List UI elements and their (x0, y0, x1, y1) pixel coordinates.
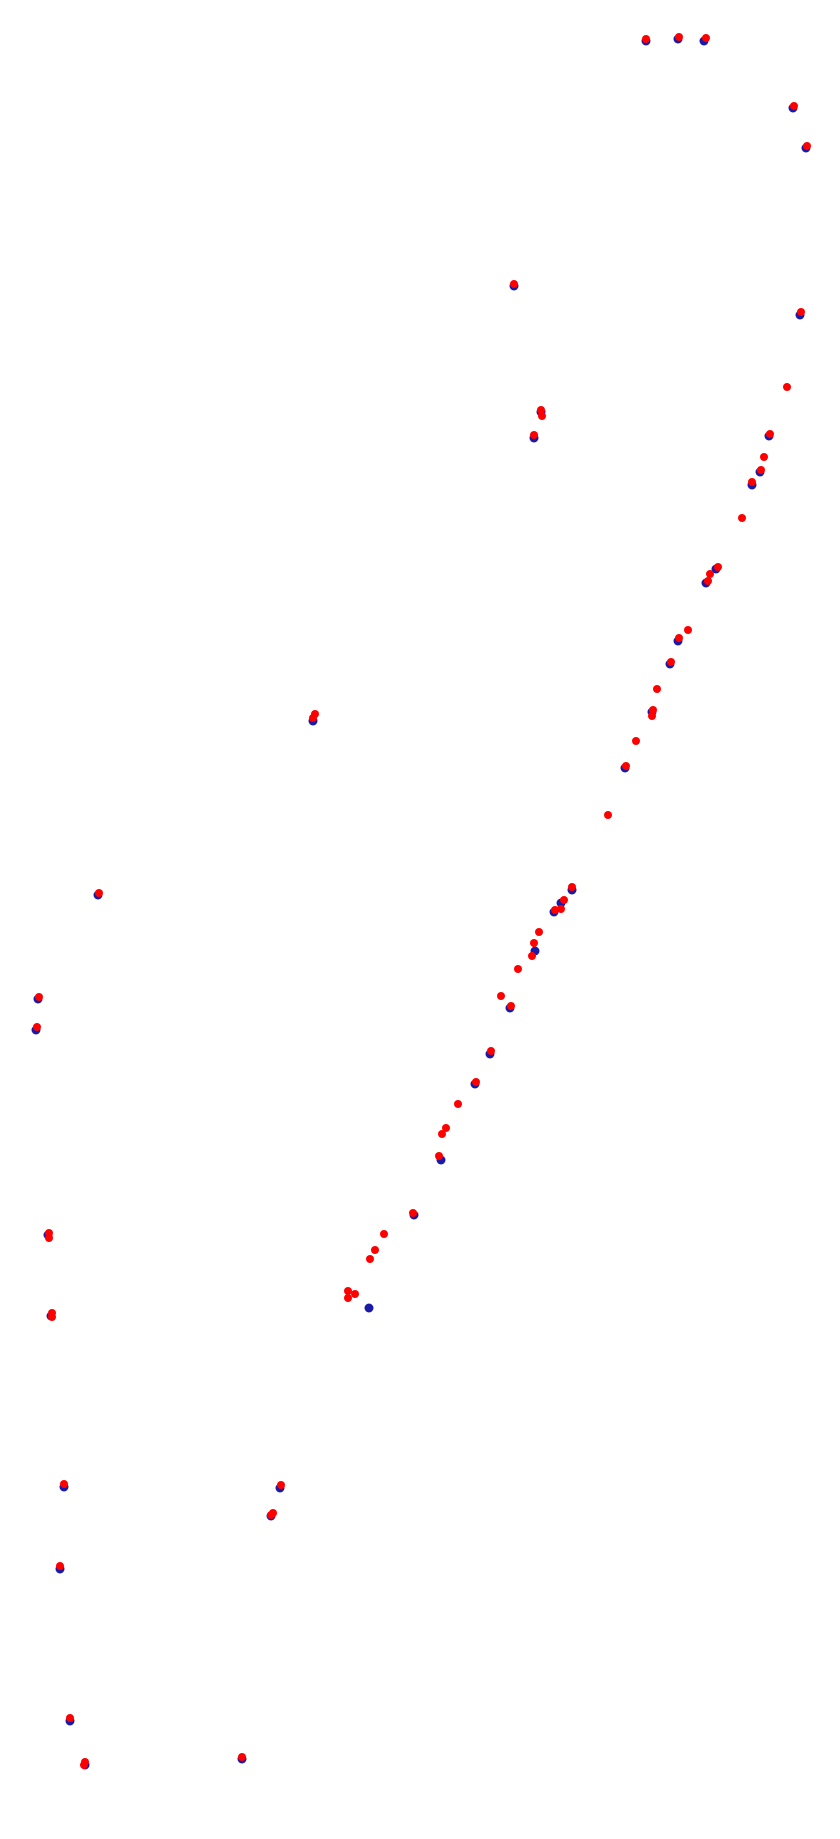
data-point (704, 577, 712, 585)
data-point (497, 992, 505, 1000)
data-point (277, 1481, 285, 1489)
data-point (95, 889, 103, 897)
data-point (622, 762, 630, 770)
data-point (649, 706, 657, 714)
data-point (344, 1287, 352, 1295)
data-point (80, 1761, 88, 1769)
data-point (45, 1234, 53, 1242)
data-point (760, 453, 768, 461)
data-point (653, 685, 661, 693)
data-point (48, 1313, 56, 1321)
data-point (442, 1124, 450, 1132)
data-point (344, 1294, 352, 1302)
data-point (33, 1023, 41, 1031)
data-point (380, 1230, 388, 1238)
data-point (560, 896, 568, 904)
data-point (714, 563, 722, 571)
data-point (797, 308, 805, 316)
data-point (528, 952, 536, 960)
data-point (535, 928, 543, 936)
data-point (267, 1511, 275, 1519)
data-point (514, 965, 522, 973)
data-point (351, 1290, 359, 1298)
data-point (675, 33, 683, 41)
data-point (487, 1047, 495, 1055)
data-point (748, 478, 756, 486)
data-point (66, 1714, 74, 1722)
data-point (557, 905, 565, 913)
data-point (311, 710, 319, 718)
data-point (371, 1246, 379, 1254)
data-point (35, 993, 43, 1001)
data-point (530, 431, 538, 439)
data-point (675, 634, 683, 642)
series-1 (33, 33, 811, 1769)
data-point (530, 939, 538, 947)
data-point (551, 906, 559, 914)
data-point (366, 1255, 374, 1263)
data-point (364, 1303, 374, 1313)
data-point (56, 1562, 64, 1570)
data-point (738, 514, 746, 522)
data-point (648, 712, 656, 720)
data-point (766, 430, 774, 438)
data-point (790, 102, 798, 110)
data-point (507, 1002, 515, 1010)
series-0 (31, 34, 811, 1770)
data-point (409, 1209, 417, 1217)
data-point (684, 626, 692, 634)
data-point (783, 383, 791, 391)
data-point (454, 1100, 462, 1108)
data-point (667, 658, 675, 666)
data-point (537, 406, 545, 414)
data-point (632, 737, 640, 745)
data-point (510, 280, 518, 288)
data-point (702, 34, 710, 42)
data-point (472, 1078, 480, 1086)
data-point (435, 1152, 443, 1160)
data-point (757, 466, 765, 474)
data-point (568, 883, 576, 891)
data-point (706, 570, 714, 578)
data-point (803, 142, 811, 150)
data-point (238, 1753, 246, 1761)
data-point (604, 811, 612, 819)
data-point (438, 1130, 446, 1138)
data-point (538, 412, 546, 420)
data-point (60, 1480, 68, 1488)
data-point (642, 35, 650, 43)
